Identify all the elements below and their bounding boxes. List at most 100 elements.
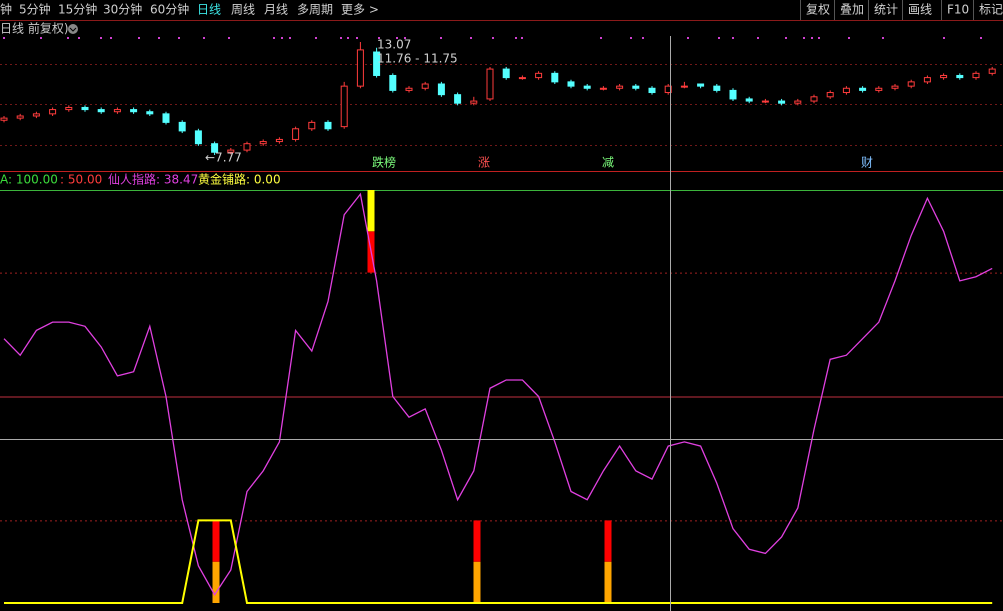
dropdown-icon[interactable]: [68, 24, 78, 34]
price-annotation: ←7.77: [205, 151, 242, 165]
candle-body: [373, 51, 381, 76]
tool-button[interactable]: 标记: [979, 3, 1003, 17]
signal-dot: [470, 37, 472, 39]
candle-body: [486, 68, 494, 100]
candle-body: [502, 68, 510, 79]
period-tab[interactable]: 多周期: [297, 3, 333, 17]
signal-dot: [404, 37, 406, 39]
candle-body: [227, 149, 235, 153]
candle-body: [389, 74, 397, 91]
price-annotation: 11.76 - 11.75: [377, 52, 458, 66]
candle-body: [923, 77, 931, 83]
period-tab[interactable]: 更多 >: [341, 3, 379, 17]
indicator-line: [3, 192, 993, 596]
candle-body: [0, 117, 8, 121]
candle-body: [470, 100, 478, 104]
price-annotation: 13.07: [377, 38, 411, 52]
candle-body: [859, 87, 867, 91]
signal-dot: [138, 37, 140, 39]
signal-bar: [473, 520, 481, 562]
candle-body: [567, 81, 575, 87]
candle-body: [518, 77, 526, 80]
signal-dot: [356, 37, 358, 39]
signal-dot: [757, 37, 759, 39]
signal-dot: [347, 37, 349, 39]
candle-body: [308, 121, 316, 130]
tool-button[interactable]: F10: [947, 3, 969, 17]
signal-dot: [158, 37, 160, 39]
candle-body: [356, 49, 364, 87]
candle-body: [97, 109, 105, 113]
period-tab[interactable]: 周线: [231, 3, 255, 17]
signal-dot: [273, 37, 275, 39]
signal-dot: [687, 37, 689, 39]
signal-dot: [100, 37, 102, 39]
candle-body: [599, 87, 607, 90]
signal-dot: [785, 37, 787, 39]
candle-body: [535, 72, 543, 79]
candle-body: [16, 115, 24, 119]
candle-body: [664, 85, 672, 94]
period-tab[interactable]: 60分钟: [150, 2, 189, 17]
candle-body: [616, 85, 624, 89]
signal-dot: [980, 37, 982, 39]
signal-dot: [943, 37, 945, 39]
candle-body: [988, 68, 996, 74]
candle-body: [972, 72, 980, 79]
candle-body: [292, 128, 300, 140]
tool-button[interactable]: 复权: [806, 3, 830, 17]
candle-body: [405, 87, 413, 91]
signal-dot: [521, 37, 523, 39]
tool-button[interactable]: 统计: [874, 3, 898, 17]
candle-body: [583, 85, 591, 89]
signal-bar: [367, 190, 375, 232]
period-tab[interactable]: 日线: [197, 3, 221, 17]
candle-body: [437, 83, 445, 96]
period-tab[interactable]: 30分钟: [103, 2, 142, 17]
signal-dot: [110, 37, 112, 39]
candle-body: [713, 85, 721, 91]
candle-body: [65, 106, 73, 111]
signal-dot: [803, 37, 805, 39]
candle-body: [956, 74, 964, 79]
candle-body: [907, 81, 915, 87]
candle-body: [551, 72, 559, 83]
candle-body: [891, 85, 899, 89]
signal-bar: [473, 561, 481, 603]
signal-dot: [78, 37, 80, 39]
signal-dot: [396, 37, 398, 39]
period-tab[interactable]: 钟: [0, 2, 12, 17]
tool-button[interactable]: 画线: [908, 3, 932, 17]
candle-body: [778, 100, 786, 104]
signal-dot: [340, 37, 342, 39]
candle-body: [842, 87, 850, 94]
signal-bar: [212, 520, 220, 562]
signal-dot: [848, 37, 850, 39]
candle-body: [875, 87, 883, 91]
signal-bar: [604, 520, 612, 562]
candle-body: [194, 130, 202, 145]
tool-button[interactable]: 叠加: [840, 3, 864, 17]
candle-body: [49, 109, 57, 115]
candle-body: [340, 85, 348, 128]
signal-dot: [642, 37, 644, 39]
period-tab[interactable]: 5分钟: [19, 2, 51, 17]
signal-dot: [600, 37, 602, 39]
period-tab[interactable]: 月线: [264, 3, 288, 17]
candle-body: [259, 141, 267, 145]
dropdown-arrow: [69, 27, 77, 32]
chart-title: 日线 前复权): [0, 21, 69, 36]
candle-body: [810, 96, 818, 102]
candle-body: [324, 121, 332, 130]
candle-body: [454, 94, 462, 104]
signal-dot: [718, 37, 720, 39]
signal-dot: [630, 37, 632, 39]
period-tab[interactable]: 15分钟: [58, 2, 97, 17]
candle-body: [729, 89, 737, 100]
indicator-header: : 50.00: [60, 173, 102, 187]
indicator-header: A: 100.00: [0, 173, 58, 187]
candle-body: [146, 111, 154, 115]
indicator-line: [4, 519, 993, 604]
